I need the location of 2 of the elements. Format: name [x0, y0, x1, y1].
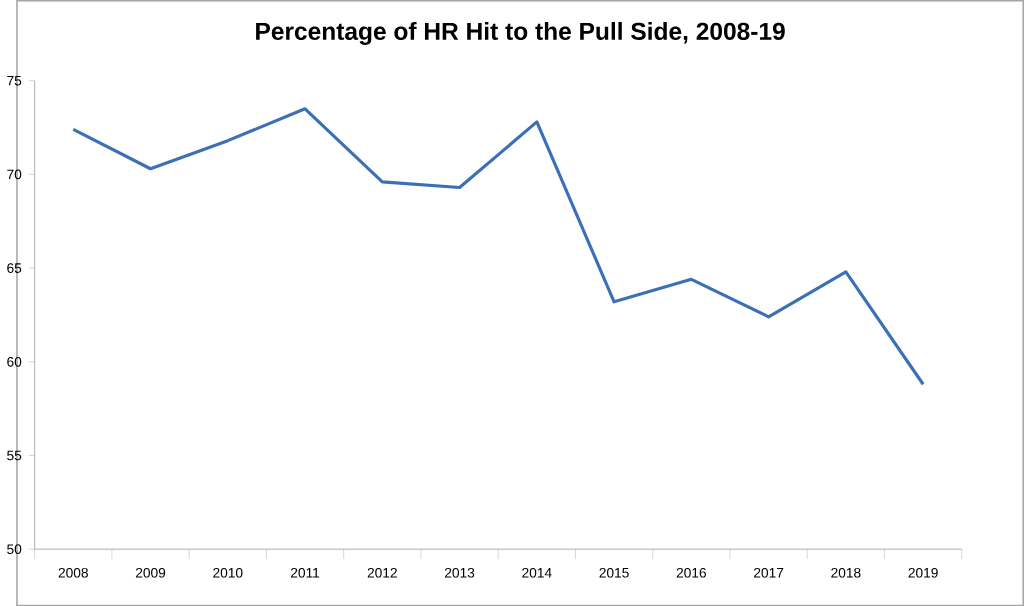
- line-series: [71, 107, 925, 386]
- chart-title: Percentage of HR Hit to the Pull Side, 2008-19: [256, 21, 785, 45]
